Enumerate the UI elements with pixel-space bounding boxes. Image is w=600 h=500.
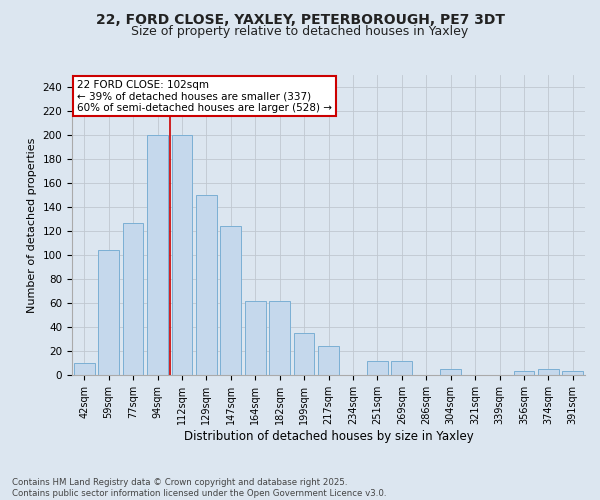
Bar [245,300,266,375]
Text: Contains HM Land Registry data © Crown copyright and database right 2025.
Contai: Contains HM Land Registry data © Crown c… [12,478,386,498]
Bar [440,369,461,375]
Bar [122,222,143,375]
Bar [269,300,290,375]
Bar [220,226,241,375]
Bar [293,333,314,375]
Bar [538,369,559,375]
Text: 22, FORD CLOSE, YAXLEY, PETERBOROUGH, PE7 3DT: 22, FORD CLOSE, YAXLEY, PETERBOROUGH, PE… [95,12,505,26]
Bar [147,135,168,375]
Bar [196,195,217,375]
Bar [367,360,388,375]
Bar [74,363,95,375]
Bar [562,372,583,375]
Y-axis label: Number of detached properties: Number of detached properties [27,138,37,312]
X-axis label: Distribution of detached houses by size in Yaxley: Distribution of detached houses by size … [184,430,473,442]
Text: 22 FORD CLOSE: 102sqm
← 39% of detached houses are smaller (337)
60% of semi-det: 22 FORD CLOSE: 102sqm ← 39% of detached … [77,80,332,112]
Bar [318,346,339,375]
Bar [514,372,535,375]
Bar [172,135,193,375]
Bar [391,360,412,375]
Bar [98,250,119,375]
Text: Size of property relative to detached houses in Yaxley: Size of property relative to detached ho… [131,25,469,38]
